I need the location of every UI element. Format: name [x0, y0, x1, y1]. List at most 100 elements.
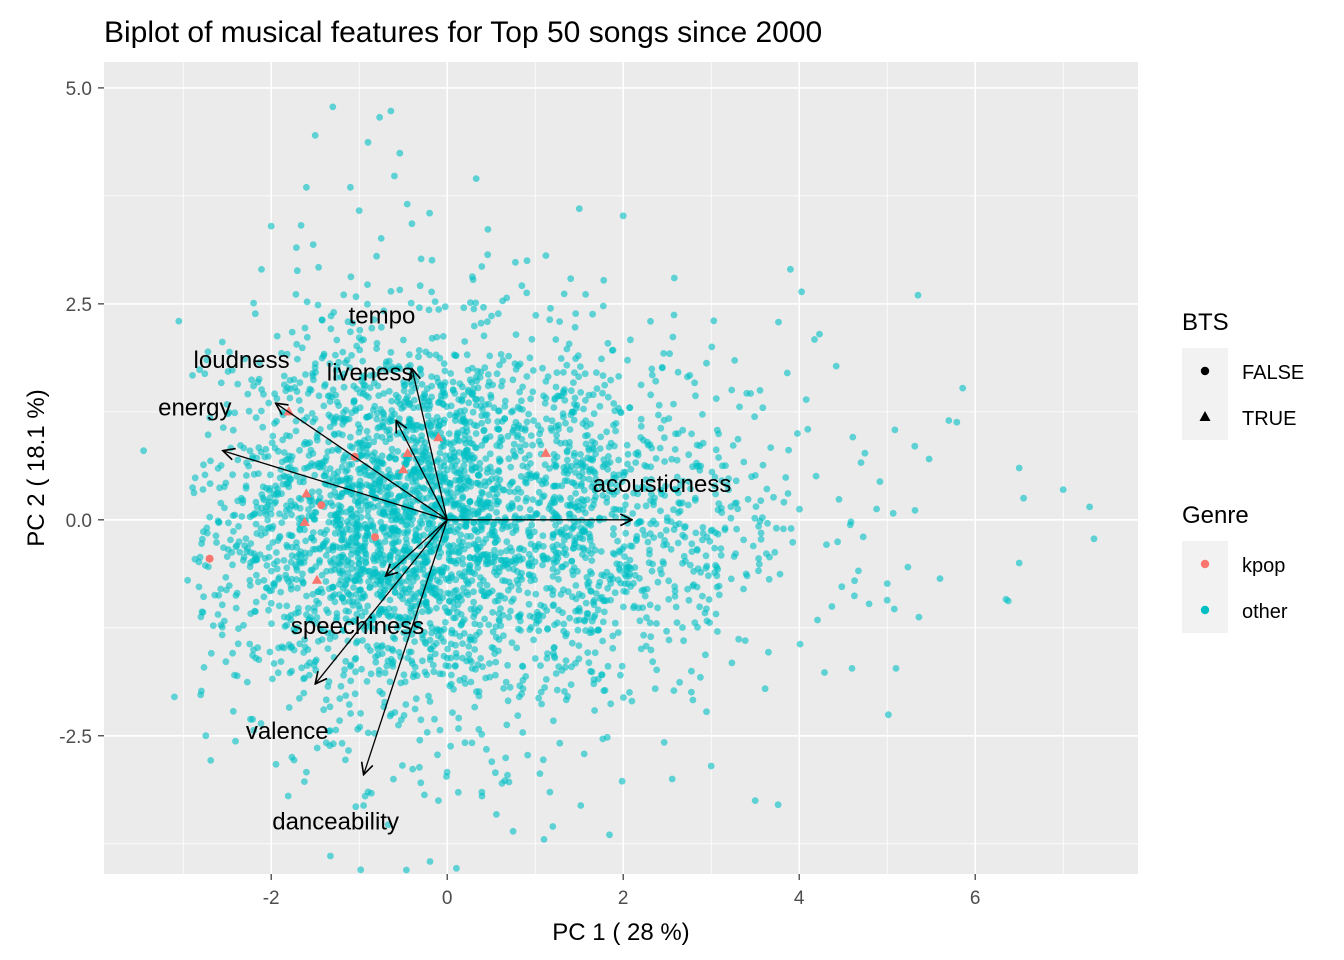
- point-other: [373, 464, 380, 471]
- point-other: [524, 513, 531, 521]
- point-other: [623, 588, 630, 596]
- point-other: [581, 370, 589, 378]
- point-other: [406, 401, 413, 409]
- point-other: [335, 402, 343, 409]
- point-other: [317, 585, 325, 593]
- point-other: [353, 524, 361, 532]
- point-other: [703, 708, 710, 716]
- point-other: [495, 468, 503, 476]
- point-other: [784, 490, 792, 497]
- point-other: [470, 322, 478, 330]
- point-other: [376, 588, 384, 595]
- point-other: [615, 373, 623, 380]
- point-other: [624, 460, 631, 468]
- point-other: [358, 665, 365, 673]
- point-other: [660, 739, 668, 746]
- point-other: [883, 580, 891, 587]
- point-other: [343, 356, 351, 364]
- point-other: [715, 430, 722, 438]
- point-other: [443, 608, 451, 615]
- point-other: [384, 821, 392, 828]
- point-other: [347, 328, 354, 336]
- point-other: [378, 452, 386, 460]
- point-other: [575, 205, 583, 213]
- point-other: [527, 540, 535, 548]
- point-other: [331, 598, 339, 606]
- point-other: [431, 650, 439, 658]
- point-other: [539, 756, 547, 764]
- point-other: [364, 300, 371, 308]
- point-other: [630, 604, 637, 612]
- point-other: [550, 717, 557, 725]
- point-other: [430, 668, 438, 676]
- point-other: [218, 338, 226, 346]
- point-other: [516, 360, 524, 368]
- point-other: [770, 493, 777, 501]
- point-other: [375, 392, 383, 399]
- point-other: [530, 417, 537, 424]
- point-other: [518, 435, 526, 443]
- point-other: [452, 413, 459, 420]
- point-other: [554, 619, 561, 627]
- point-other: [436, 354, 444, 362]
- point-other: [586, 533, 594, 541]
- point-other: [340, 457, 347, 465]
- point-other: [566, 426, 574, 433]
- point-other: [236, 548, 244, 556]
- point-other: [402, 621, 410, 629]
- point-other: [213, 539, 220, 546]
- point-other: [701, 609, 709, 617]
- point-other: [540, 555, 547, 563]
- point-other: [624, 450, 632, 458]
- point-other: [752, 472, 759, 479]
- point-other: [674, 539, 682, 547]
- point-other: [495, 636, 503, 643]
- point-other: [338, 739, 346, 747]
- point-other: [596, 402, 604, 410]
- point-other: [676, 482, 684, 489]
- point-other: [626, 556, 634, 564]
- point-other: [286, 669, 294, 677]
- point-other: [787, 265, 794, 273]
- point-other: [203, 356, 211, 364]
- point-other: [287, 582, 295, 589]
- point-other: [305, 506, 312, 513]
- point-other: [562, 696, 570, 704]
- point-other: [357, 497, 365, 505]
- point-other: [583, 519, 591, 527]
- point-other: [292, 417, 300, 425]
- point-other: [780, 525, 787, 533]
- point-other: [377, 576, 385, 584]
- point-other: [246, 447, 254, 455]
- point-other: [523, 373, 531, 380]
- point-other: [551, 461, 558, 469]
- point-other: [482, 436, 490, 444]
- point-other: [207, 757, 215, 764]
- point-other: [400, 378, 408, 386]
- point-other: [626, 689, 633, 696]
- point-other: [663, 514, 671, 521]
- point-other: [333, 363, 341, 371]
- point-other: [514, 613, 522, 621]
- point-other: [540, 836, 548, 843]
- point-other: [652, 377, 660, 385]
- point-other: [740, 536, 747, 544]
- point-other: [855, 567, 862, 575]
- point-other: [417, 779, 425, 787]
- point-other: [380, 523, 387, 531]
- point-other: [478, 419, 485, 427]
- point-other: [477, 655, 485, 662]
- point-other: [509, 827, 517, 835]
- point-other: [584, 547, 592, 554]
- point-other: [488, 758, 496, 766]
- loading-arrow-tempo: [412, 369, 448, 520]
- point-other: [714, 506, 722, 514]
- point-other: [532, 311, 540, 319]
- point-other: [311, 471, 319, 479]
- point-other: [487, 504, 495, 512]
- point-other: [945, 417, 953, 424]
- point-other: [531, 576, 538, 584]
- point-other: [541, 400, 549, 407]
- point-other: [315, 463, 322, 471]
- point-other: [603, 428, 610, 436]
